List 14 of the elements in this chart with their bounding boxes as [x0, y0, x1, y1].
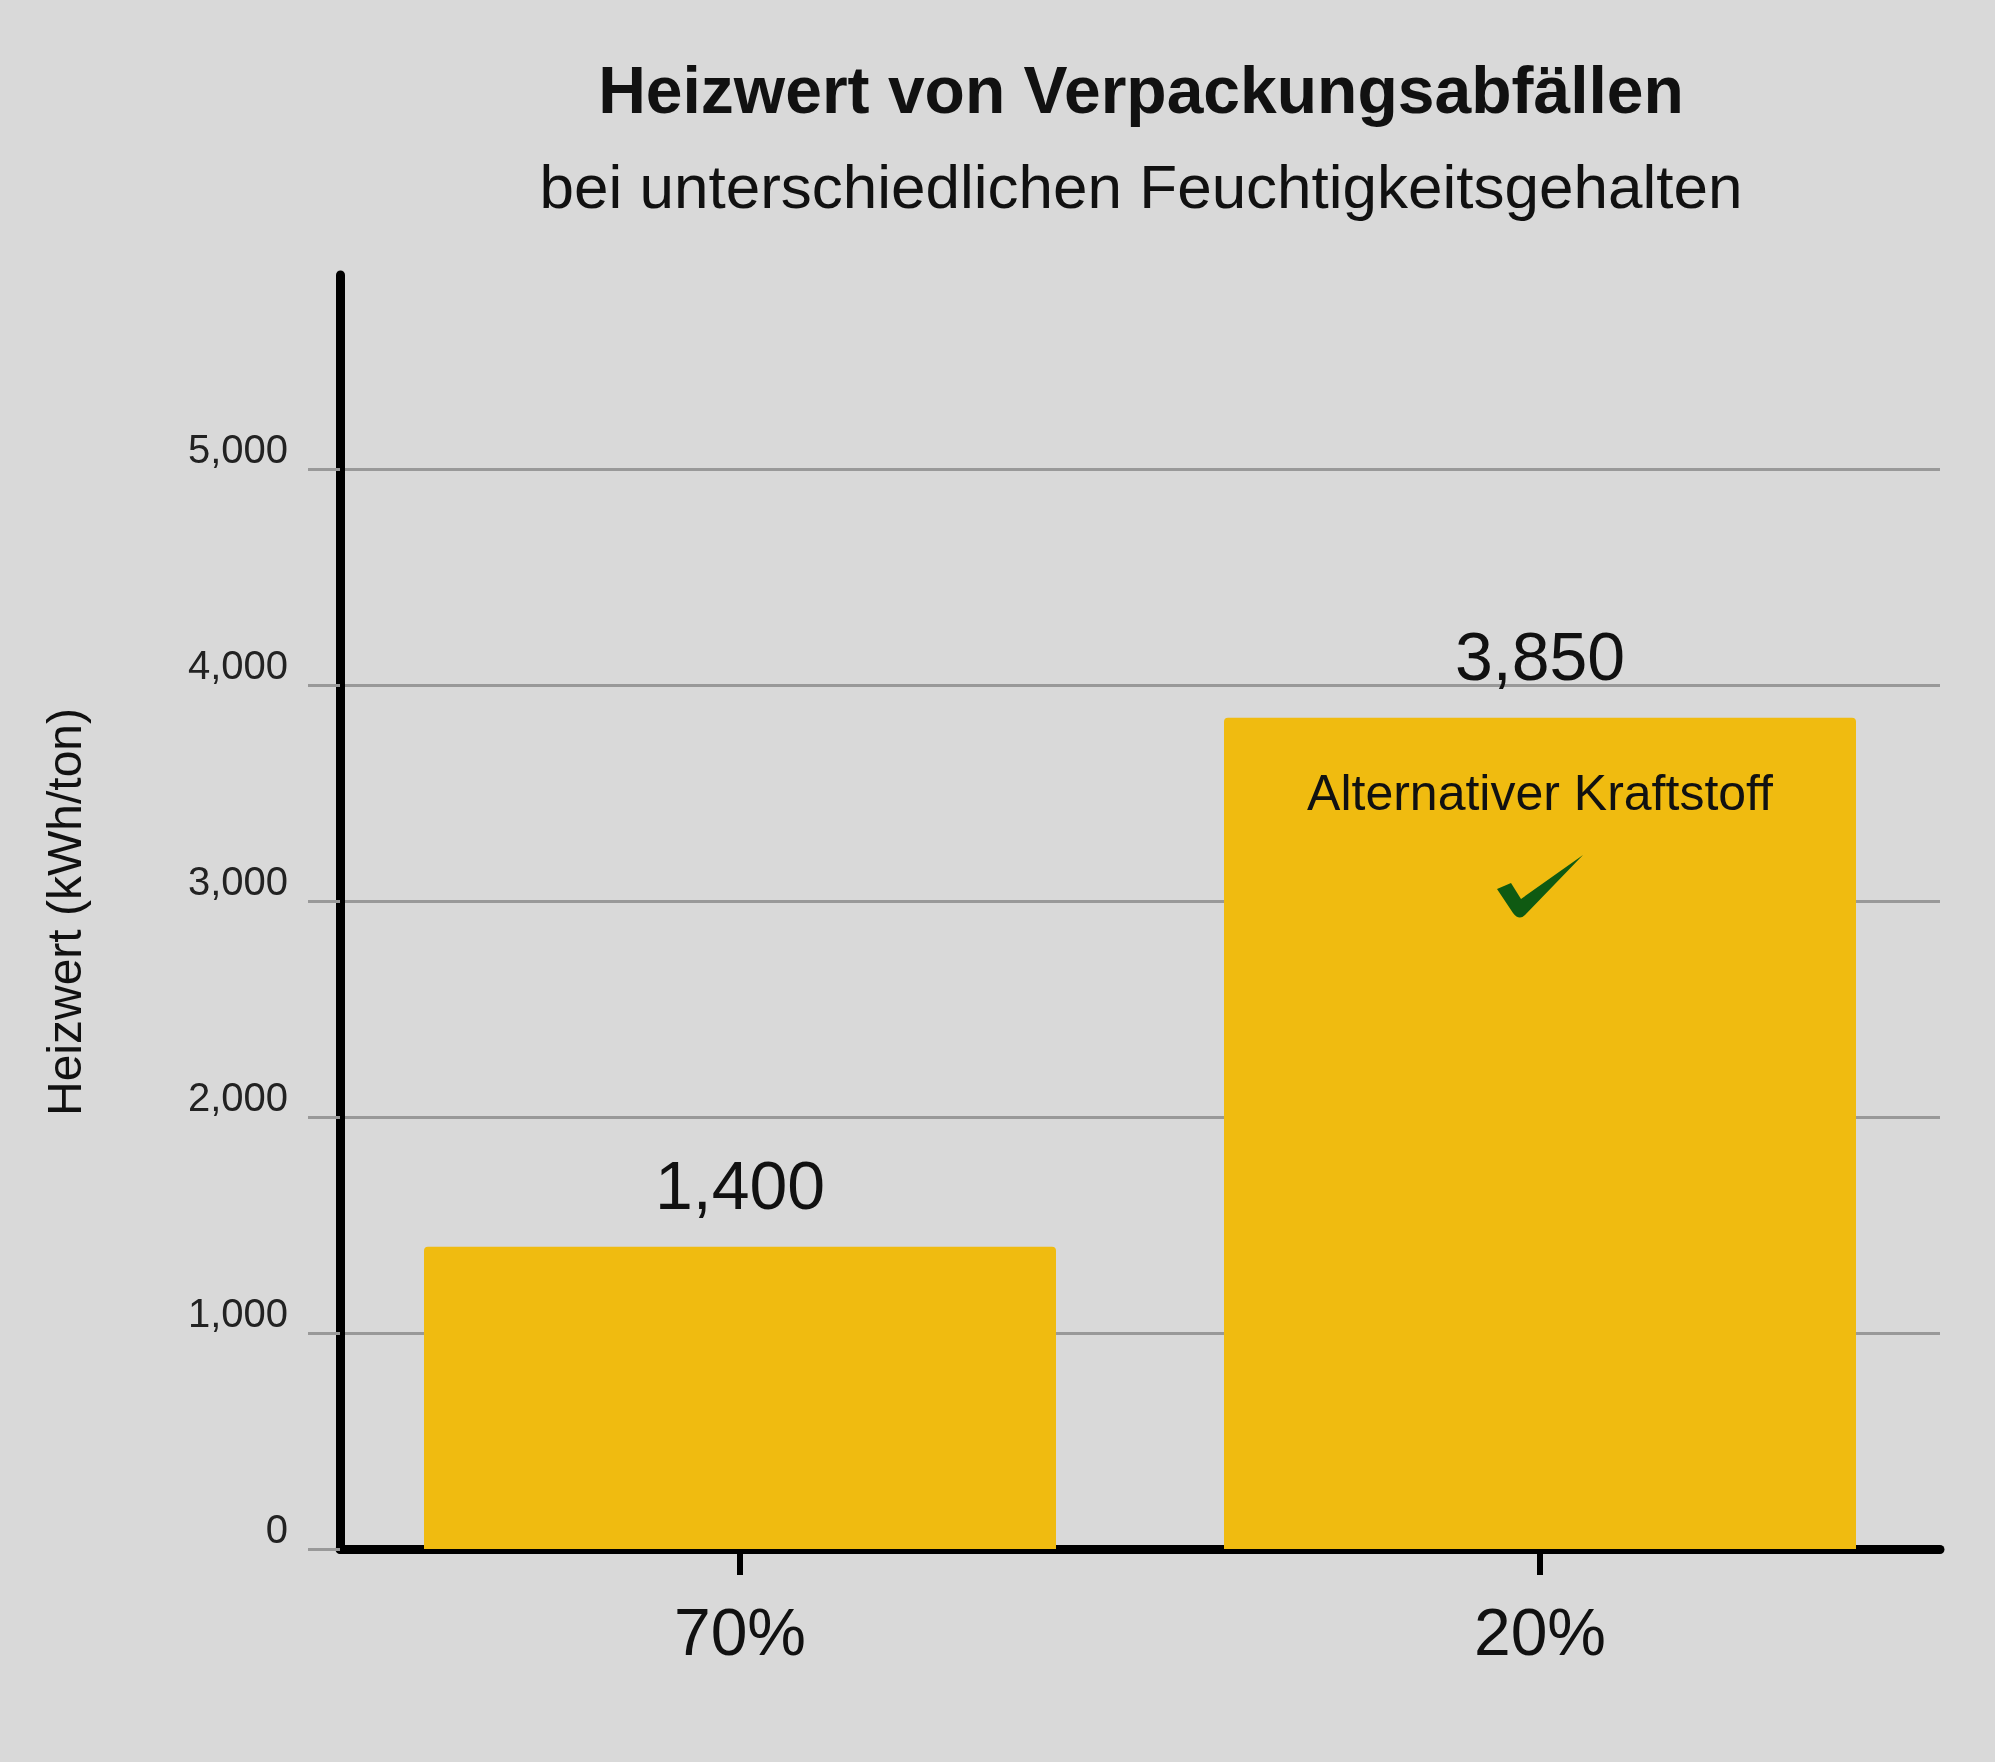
y-tick-label: 1,000	[187, 1291, 288, 1336]
y-tick-label: 0	[265, 1507, 288, 1551]
y-tick-label: 5,000	[187, 427, 288, 472]
chart-title: Heizwert von Verpackungsabfällen	[598, 53, 1684, 127]
chart-subtitle: bei unterschiedlichen Feuchtigkeitsgehalten	[539, 151, 1743, 221]
y-tick-label: 2,000	[187, 1075, 288, 1120]
data-label: 3,850	[1454, 617, 1626, 694]
y-axis-title: Heizwert (kWh/ton)	[37, 707, 91, 1117]
y-tick-label: 4,000	[187, 643, 288, 688]
data-label: 1,400	[654, 1146, 826, 1223]
x-tick-label: 70%	[673, 1595, 807, 1669]
annotation: Alternativer Kraftstoff	[1307, 764, 1774, 821]
x-tick-label: 20%	[1473, 1595, 1607, 1669]
y-tick-label: 3,000	[187, 859, 288, 904]
